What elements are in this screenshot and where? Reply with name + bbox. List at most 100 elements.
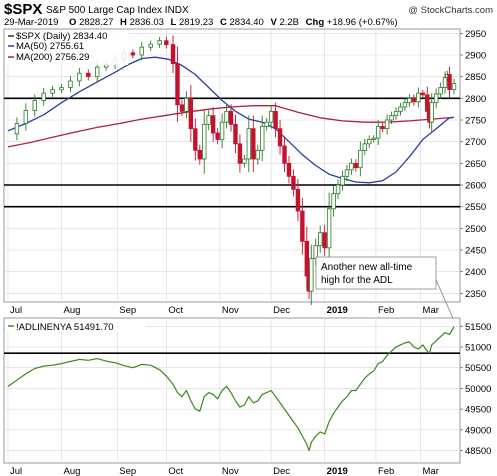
x-tick-label: Nov: [222, 466, 239, 476]
candle-body: [157, 40, 162, 45]
candle-body: [130, 52, 136, 56]
y-tick-label: 49500: [465, 405, 491, 416]
adl-legend: !ADLINENYA 51491.70: [6, 320, 146, 333]
y-tick-label: 2400: [465, 267, 486, 278]
x-tick-label: Oct: [168, 466, 183, 476]
candle-body: [68, 80, 73, 88]
candle-body: [300, 210, 305, 242]
candle-body: [264, 121, 269, 127]
annotation-line-2: high for the ADL: [321, 275, 393, 286]
candle-body: [344, 169, 350, 177]
candle-body: [193, 128, 198, 151]
y-tick-label: 2500: [465, 224, 486, 235]
ohlc-line: 29-Mar-2019 O 2828.27 H 2836.03 L 2819.2…: [4, 17, 398, 28]
candle-body: [429, 102, 434, 123]
candle-body: [188, 97, 194, 130]
adl-y-axis: 48500 49000 49500 50000 50500 51000 51500: [460, 322, 491, 457]
annotation-box: [315, 256, 437, 290]
x-tick-label: Sep: [119, 305, 136, 316]
candle-body: [398, 106, 403, 112]
candle-body: [384, 119, 390, 130]
y-tick-label: 2450: [465, 246, 486, 257]
candle-body: [139, 46, 144, 56]
candle-body: [242, 158, 247, 164]
adl-line: [7, 326, 455, 452]
x-tick-label: Oct: [168, 305, 183, 316]
price-candles: [14, 35, 457, 306]
candle-body: [273, 110, 278, 130]
candle-body: [184, 97, 189, 112]
candle-body: [322, 232, 327, 249]
candle-body: [206, 115, 211, 125]
candle-body: [286, 162, 292, 177]
candle-body: [86, 72, 91, 78]
candle-body: [295, 188, 301, 212]
candle-body: [447, 74, 452, 91]
candle-body: [331, 193, 336, 210]
candle-body: [282, 145, 287, 164]
candle-body: [23, 110, 29, 124]
x-tick-label: Sep: [119, 466, 136, 476]
price-legend: $SPX (Daily) 2834.40 MA(50) 2755.61 MA(2…: [6, 31, 128, 65]
candle-body: [219, 121, 225, 140]
y-tick-label: 2600: [465, 181, 486, 192]
y-tick-label: 2950: [465, 29, 486, 40]
x-tick-label: Mar: [423, 305, 439, 316]
price-y-axis: 2350 2400 2450 2500 2550 2600 2650 2700 2750 2800…: [460, 29, 486, 300]
candle-body: [375, 126, 381, 139]
adl-line-group: [7, 326, 455, 452]
candle-body: [425, 94, 430, 112]
y-tick-label: 2550: [465, 202, 486, 213]
chart-symbol: $SPX: [4, 1, 42, 18]
candle-body: [402, 102, 408, 108]
y-tick-label: 2700: [465, 137, 486, 148]
credit-text: @ StockCharts.com: [408, 5, 493, 16]
candle-body: [367, 139, 372, 145]
price-support-lines: [4, 97, 460, 208]
candle-body: [233, 123, 238, 145]
candle-body: [268, 110, 274, 123]
legend-ma50: MA(50) 2755.61: [16, 41, 84, 52]
x-tick-label: Jul: [10, 305, 22, 316]
y-tick-label: 2750: [465, 116, 486, 127]
candle-body: [148, 43, 153, 48]
candle-body: [349, 162, 354, 171]
price-panel: 2350 2400 2450 2500 2550 2600 2650 2700 2750 2800…: [3, 28, 486, 326]
candle-body: [340, 175, 345, 186]
candle-body: [95, 66, 100, 78]
candle-body: [50, 89, 55, 94]
y-tick-label: 2800: [465, 94, 486, 105]
candle-body: [407, 97, 412, 104]
candle-body: [304, 240, 310, 277]
y-tick-label: 51500: [465, 322, 491, 333]
x-tick-label: Mar: [423, 466, 439, 476]
candle-body: [433, 93, 439, 104]
candle-body: [393, 110, 399, 117]
candle-body: [164, 40, 169, 46]
candle-body: [389, 115, 394, 121]
y-tick-label: 2850: [465, 72, 486, 83]
candle-body: [228, 110, 234, 125]
candle-body: [175, 63, 180, 106]
y-tick-label: 2350: [465, 289, 486, 300]
candle-body: [246, 128, 252, 160]
x-tick-label: Dec: [273, 466, 290, 476]
price-x-axis: Jul Aug Sep Oct Nov Dec 2019 Feb Mar: [10, 305, 439, 316]
candle-body: [326, 208, 332, 249]
candle-body: [451, 83, 457, 91]
candle-body: [438, 87, 443, 95]
candle-body: [371, 137, 376, 140]
candle-body: [416, 92, 421, 103]
y-tick-label: 2900: [465, 51, 486, 62]
x-tick-label: Dec: [273, 305, 290, 316]
candle-body: [442, 77, 448, 88]
y-tick-label: 51000: [465, 343, 491, 354]
candle-body: [353, 162, 359, 169]
x-tick-label: 2019: [327, 466, 348, 476]
candle-body: [210, 115, 216, 134]
x-tick-label: Aug: [64, 305, 81, 316]
x-tick-label: Feb: [378, 305, 394, 316]
y-tick-label: 50000: [465, 384, 491, 395]
